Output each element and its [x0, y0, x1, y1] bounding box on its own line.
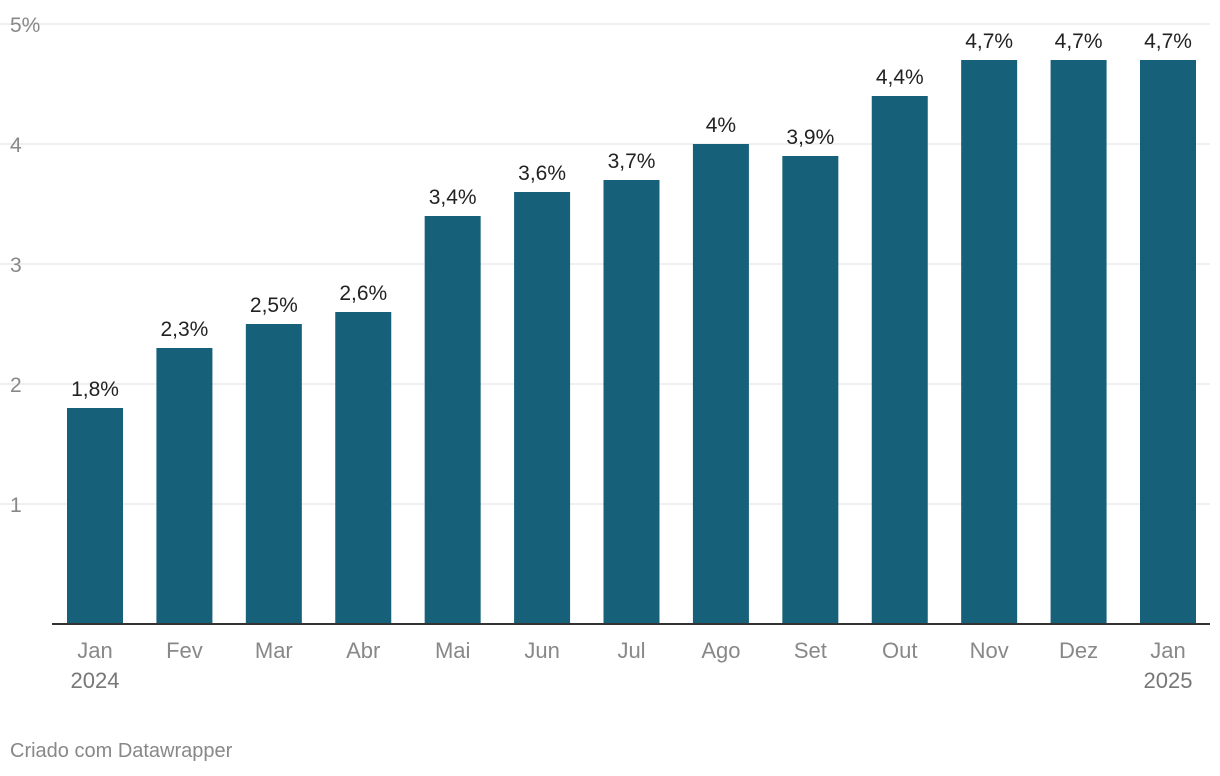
y-tick-label: 4	[10, 134, 22, 157]
bar	[1140, 60, 1196, 624]
x-tick-label: Set	[794, 638, 827, 663]
bar	[424, 216, 481, 624]
bar	[335, 312, 392, 624]
x-tick-label: Mar	[255, 638, 293, 663]
y-tick-label: 5%	[10, 14, 40, 37]
x-tick-label: Nov	[970, 638, 1009, 663]
y-tick-label: 2	[10, 374, 22, 397]
x-tick-label: 2024	[71, 668, 120, 693]
bar-value-label: 4,7%	[1144, 30, 1192, 53]
bar-value-label: 2,5%	[250, 294, 298, 317]
bar	[871, 96, 928, 624]
bar-value-label: 3,9%	[786, 126, 834, 149]
bar	[245, 324, 302, 624]
bar-value-label: 4,7%	[965, 30, 1013, 53]
bar	[603, 180, 660, 624]
bar	[67, 408, 123, 624]
bar-value-label: 3,7%	[608, 150, 656, 173]
x-tick-label: Jul	[617, 638, 645, 663]
bar	[961, 60, 1018, 624]
x-tick-label: 2025	[1144, 668, 1193, 693]
bar-value-label: 1,8%	[71, 378, 119, 401]
bar	[782, 156, 839, 624]
x-tick-label: Dez	[1059, 638, 1098, 663]
x-tick-label: Abr	[346, 638, 380, 663]
x-tick-label: Fev	[166, 638, 203, 663]
bar-value-label: 3,4%	[429, 186, 477, 209]
footer-credit: Criado com Datawrapper	[10, 740, 233, 762]
y-tick-label: 1	[10, 494, 22, 517]
bar	[514, 192, 571, 624]
bar	[692, 144, 749, 624]
y-tick-label: 3	[10, 254, 22, 277]
bar-value-label: 2,6%	[339, 282, 387, 305]
x-tick-label: Ago	[701, 638, 740, 663]
bar	[1050, 60, 1107, 624]
bar-value-label: 2,3%	[160, 318, 208, 341]
x-tick-label: Jan	[77, 638, 112, 663]
bar-value-label: 4%	[706, 114, 736, 137]
bar	[156, 348, 213, 624]
bar-value-label: 3,6%	[518, 162, 566, 185]
bar-value-label: 4,4%	[876, 66, 924, 89]
x-tick-label: Out	[882, 638, 917, 663]
x-tick-label: Jun	[524, 638, 559, 663]
x-tick-label: Jan	[1150, 638, 1185, 663]
x-tick-label: Mai	[435, 638, 470, 663]
bar-value-label: 4,7%	[1055, 30, 1103, 53]
